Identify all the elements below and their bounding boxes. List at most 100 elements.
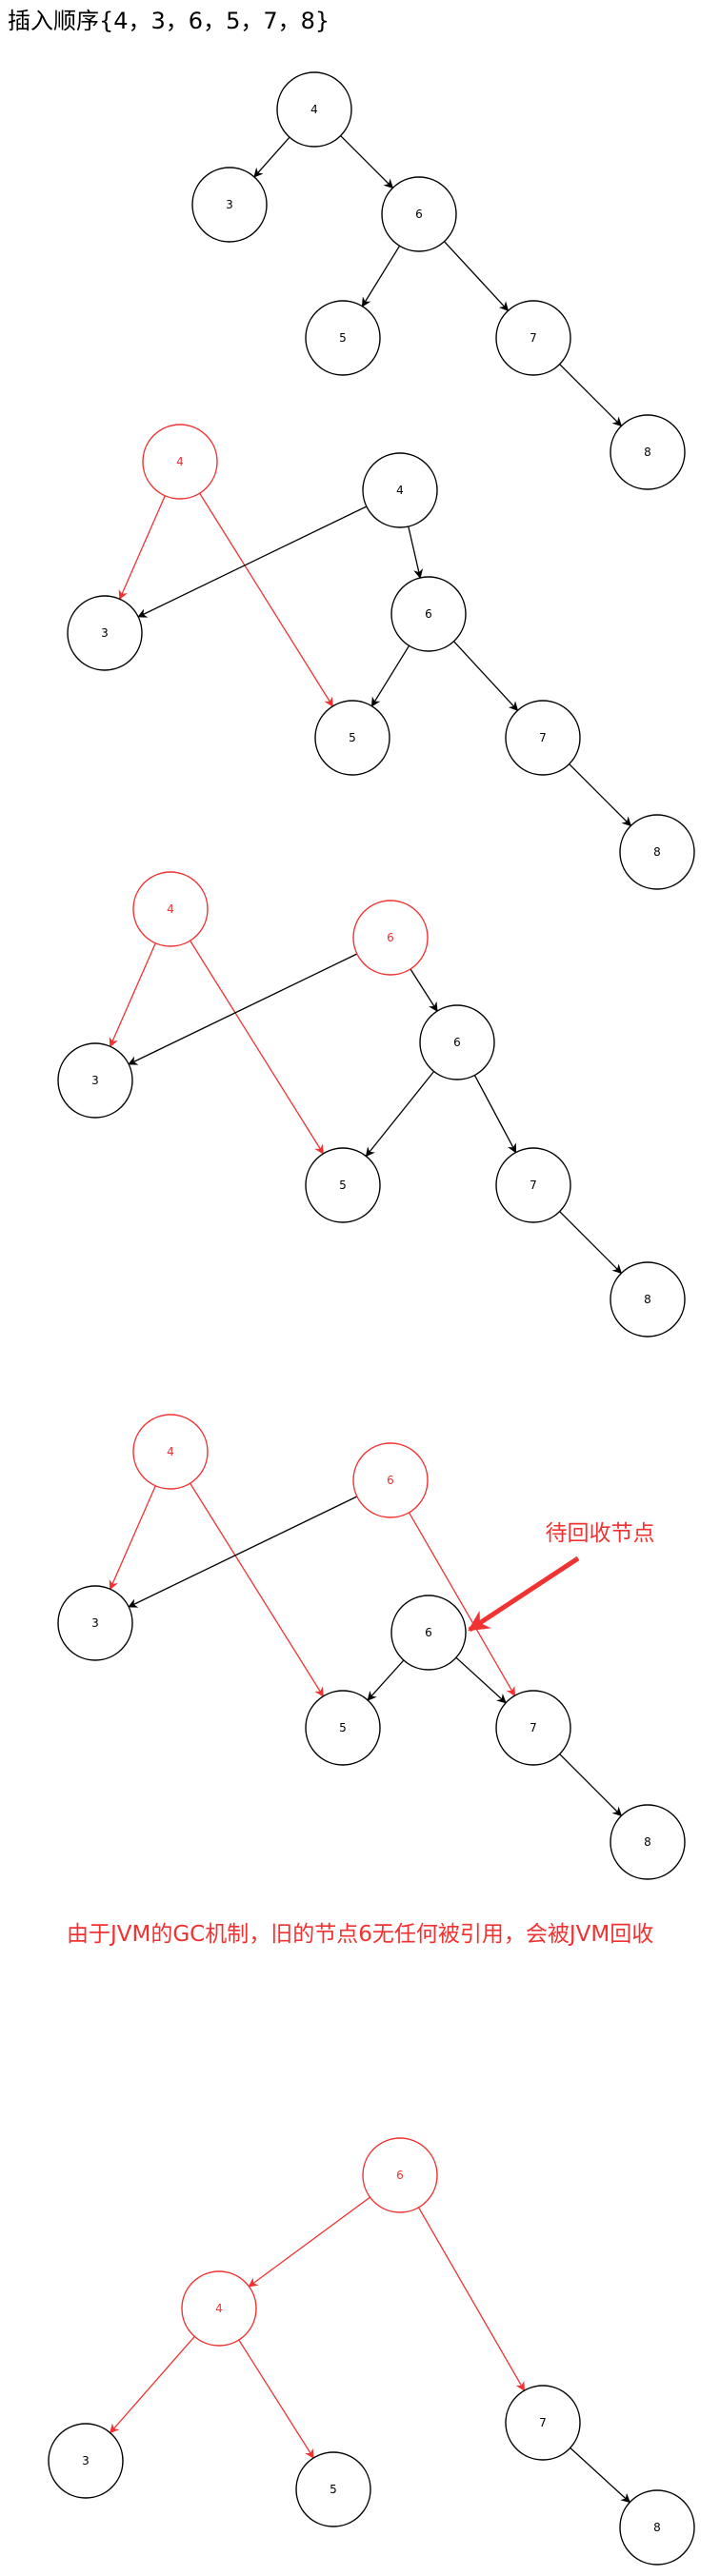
edge-e7-to-e8 bbox=[570, 2447, 631, 2504]
edge-d6top-to-d3 bbox=[128, 1496, 358, 1608]
tree-node-b8: 8 bbox=[619, 814, 695, 890]
edge-d6top-to-d7 bbox=[408, 1512, 516, 1697]
node-circle bbox=[419, 1004, 495, 1080]
node-label: 8 bbox=[653, 2521, 661, 2534]
node-label: 5 bbox=[339, 331, 347, 345]
node-label: 8 bbox=[644, 1293, 651, 1306]
tree-node-c6: 6 bbox=[419, 1004, 495, 1080]
node-circle bbox=[362, 2137, 438, 2213]
edge-c7-to-c8 bbox=[559, 1211, 623, 1275]
node-circle bbox=[67, 595, 143, 671]
edge-e6-to-e4 bbox=[248, 2196, 370, 2288]
node-label: 4 bbox=[396, 484, 404, 497]
tree-node-d4: 4 bbox=[132, 1414, 209, 1490]
edge-e4-to-e3 bbox=[110, 2335, 195, 2434]
edge-b4old-to-b5 bbox=[199, 492, 333, 707]
tree-node-b3: 3 bbox=[67, 595, 143, 671]
node-circle bbox=[132, 1414, 209, 1490]
node-circle bbox=[57, 1042, 133, 1119]
edge-a4-to-a6 bbox=[340, 135, 394, 189]
node-circle bbox=[132, 871, 209, 947]
edge-c6-to-c5 bbox=[365, 1071, 435, 1158]
node-label: 4 bbox=[310, 103, 318, 116]
edge-b7-to-b8 bbox=[569, 763, 632, 827]
node-circle bbox=[352, 900, 429, 976]
node-circle bbox=[495, 1147, 571, 1223]
node-circle bbox=[619, 2489, 695, 2566]
node-label: 7 bbox=[530, 1179, 537, 1192]
edge-d6-to-d5 bbox=[367, 1659, 405, 1701]
tree-diagram-3: 4 6 3 6 5 7 8 bbox=[57, 871, 686, 1338]
tree-node-c8: 8 bbox=[610, 1261, 686, 1338]
node-label: 4 bbox=[167, 1445, 174, 1458]
edge-a6-to-a5 bbox=[361, 245, 401, 307]
edge-b6-to-b5 bbox=[370, 644, 410, 707]
node-circle bbox=[305, 1690, 381, 1766]
tree-node-c7: 7 bbox=[495, 1147, 571, 1223]
edge-d6-to-d7 bbox=[455, 1656, 507, 1704]
tree-node-b4old: 4 bbox=[142, 424, 218, 500]
node-label: 6 bbox=[387, 931, 394, 944]
node-circle bbox=[619, 814, 695, 890]
insertion-order-title: 插入顺序{4，3，6，5，7，8} bbox=[8, 8, 330, 34]
tree-node-e6: 6 bbox=[362, 2137, 438, 2213]
tree-node-e4: 4 bbox=[181, 2270, 257, 2347]
node-label: 7 bbox=[530, 331, 537, 345]
node-label: 6 bbox=[425, 1626, 432, 1639]
tree-node-a4: 4 bbox=[276, 71, 352, 148]
pending-recycle-annotation: 待回收节点 bbox=[468, 1521, 655, 1633]
tree-node-d6top: 6 bbox=[352, 1442, 429, 1518]
edge-c4-to-c3 bbox=[109, 942, 156, 1048]
pending-recycle-arrow bbox=[468, 1556, 580, 1633]
tree-node-a5: 5 bbox=[305, 300, 381, 376]
node-label: 6 bbox=[396, 2169, 404, 2182]
gc-explanation-note: 由于JVM的GC机制，旧的节点6无任何被引用，会被JVM回收 bbox=[67, 1922, 654, 1947]
edge-a4-to-a3 bbox=[253, 136, 290, 178]
edge-d4-to-d5 bbox=[190, 1482, 324, 1697]
tree-node-c6top: 6 bbox=[352, 900, 429, 976]
node-label: 8 bbox=[644, 446, 651, 459]
tree-node-d6: 6 bbox=[390, 1595, 467, 1671]
tree-node-a8: 8 bbox=[610, 414, 686, 490]
node-circle bbox=[314, 700, 390, 776]
node-label: 4 bbox=[215, 2302, 223, 2315]
tree-node-e5: 5 bbox=[295, 2451, 371, 2527]
node-circle bbox=[381, 176, 457, 252]
edge-b4old-to-b3 bbox=[118, 495, 166, 601]
edge-d4-to-d3 bbox=[109, 1485, 156, 1591]
node-circle bbox=[305, 300, 381, 376]
node-circle bbox=[390, 576, 467, 652]
node-circle bbox=[191, 167, 268, 243]
edge-b4-to-b3 bbox=[137, 505, 368, 618]
node-label: 7 bbox=[539, 2416, 547, 2429]
edge-c4-to-c5 bbox=[190, 940, 324, 1155]
node-label: 4 bbox=[176, 455, 184, 468]
node-label: 3 bbox=[91, 1616, 99, 1630]
node-circle bbox=[48, 2423, 124, 2499]
node-label: 3 bbox=[91, 1074, 99, 1087]
node-label: 6 bbox=[387, 1474, 394, 1487]
tree-node-b4: 4 bbox=[362, 452, 438, 528]
tree-diagram-4: 4 6 3 6 5 7 8 待回收节点 bbox=[57, 1414, 686, 1880]
edge-a6-to-a7 bbox=[444, 241, 510, 312]
node-label: 6 bbox=[453, 1036, 461, 1049]
edge-c6-to-c7 bbox=[473, 1075, 517, 1154]
node-label: 5 bbox=[339, 1179, 347, 1192]
node-label: 8 bbox=[653, 845, 661, 859]
tree-node-d7: 7 bbox=[495, 1690, 571, 1766]
node-circle bbox=[495, 1690, 571, 1766]
node-circle bbox=[495, 300, 571, 376]
node-circle bbox=[142, 424, 218, 500]
tree-diagram-1: 4 3 6 5 7 8 bbox=[191, 71, 686, 490]
tree-node-b7: 7 bbox=[505, 700, 581, 776]
tree-node-c4: 4 bbox=[132, 871, 209, 947]
node-label: 7 bbox=[539, 731, 547, 744]
node-label: 5 bbox=[349, 731, 356, 744]
node-label: 3 bbox=[82, 2454, 90, 2467]
tree-node-b5: 5 bbox=[314, 700, 390, 776]
node-label: 3 bbox=[101, 626, 109, 640]
tree-node-d5: 5 bbox=[305, 1690, 381, 1766]
tree-node-a7: 7 bbox=[495, 300, 571, 376]
edge-e6-to-e7 bbox=[417, 2207, 526, 2392]
